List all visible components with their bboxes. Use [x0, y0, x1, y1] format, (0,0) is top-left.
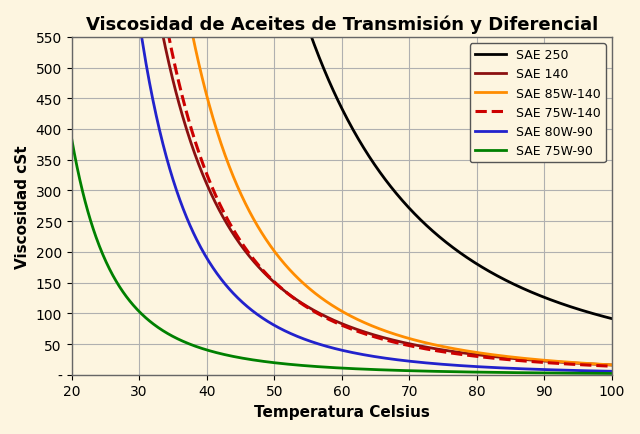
SAE 75W-140	[68, 29, 76, 34]
SAE 250	[101, 29, 109, 34]
SAE 80W-90	[68, 29, 76, 34]
SAE 250	[533, 292, 541, 297]
SAE 140	[68, 29, 76, 34]
Line: SAE 250: SAE 250	[72, 32, 612, 319]
SAE 250	[381, 178, 389, 183]
SAE 75W-90	[68, 137, 76, 142]
SAE 140	[381, 335, 389, 341]
SAE 140	[533, 358, 541, 363]
SAE 250	[396, 195, 403, 201]
SAE 140	[396, 339, 403, 345]
Legend: SAE 250, SAE 140, SAE 85W-140, SAE 75W-140, SAE 80W-90, SAE 75W-90: SAE 250, SAE 140, SAE 85W-140, SAE 75W-1…	[470, 44, 605, 163]
SAE 85W-140	[412, 338, 420, 343]
SAE 80W-90	[477, 365, 485, 370]
SAE 75W-140	[101, 29, 109, 34]
SAE 85W-140	[533, 357, 541, 362]
SAE 75W-90	[101, 257, 109, 262]
SAE 250	[68, 29, 76, 34]
SAE 80W-90	[608, 369, 616, 374]
Line: SAE 75W-90: SAE 75W-90	[72, 139, 612, 374]
SAE 85W-140	[101, 29, 109, 34]
SAE 250	[477, 264, 485, 270]
SAE 140	[477, 353, 485, 358]
SAE 80W-90	[533, 367, 541, 372]
SAE 250	[412, 213, 420, 218]
SAE 75W-90	[477, 370, 485, 375]
SAE 80W-90	[396, 358, 403, 363]
SAE 140	[412, 343, 420, 348]
SAE 250	[608, 316, 616, 322]
SAE 75W-90	[381, 368, 389, 373]
SAE 75W-90	[608, 371, 616, 376]
SAE 75W-140	[477, 355, 485, 360]
SAE 80W-90	[381, 356, 389, 361]
SAE 75W-140	[396, 341, 403, 346]
SAE 75W-140	[412, 345, 420, 350]
Line: SAE 80W-90: SAE 80W-90	[72, 32, 612, 372]
SAE 75W-90	[533, 370, 541, 375]
SAE 140	[101, 29, 109, 34]
SAE 85W-140	[396, 333, 403, 339]
SAE 140	[608, 362, 616, 368]
SAE 75W-90	[396, 368, 403, 373]
SAE 85W-140	[608, 362, 616, 368]
Y-axis label: Viscosidad cSt: Viscosidad cSt	[15, 145, 30, 268]
SAE 75W-140	[533, 359, 541, 365]
SAE 75W-140	[608, 364, 616, 369]
SAE 85W-140	[68, 29, 76, 34]
Title: Viscosidad de Aceites de Transmisión y Diferencial: Viscosidad de Aceites de Transmisión y D…	[86, 15, 598, 33]
Line: SAE 75W-140: SAE 75W-140	[72, 32, 612, 366]
Line: SAE 140: SAE 140	[72, 32, 612, 365]
X-axis label: Temperatura Celsius: Temperatura Celsius	[254, 404, 429, 419]
SAE 75W-140	[381, 338, 389, 343]
SAE 85W-140	[477, 351, 485, 356]
SAE 80W-90	[101, 29, 109, 34]
SAE 75W-90	[412, 368, 420, 374]
SAE 80W-90	[412, 359, 420, 365]
SAE 85W-140	[381, 329, 389, 334]
Line: SAE 85W-140: SAE 85W-140	[72, 32, 612, 365]
